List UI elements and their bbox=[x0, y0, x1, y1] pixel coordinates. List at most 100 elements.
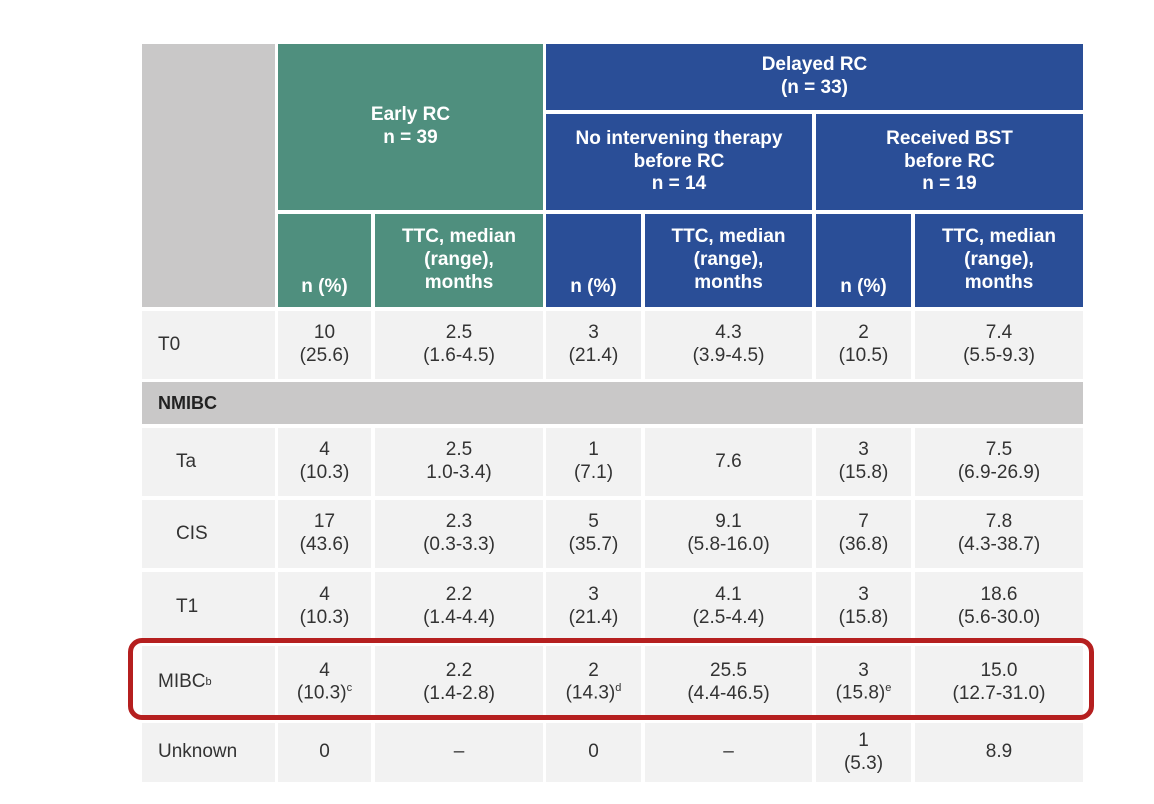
cell-value: 3 bbox=[588, 322, 599, 344]
table-cell: 3 (21.4) bbox=[546, 311, 641, 379]
cell-subvalue: (5.6-30.0) bbox=[958, 607, 1040, 630]
table-cell: 2.2 (1.4-2.8) bbox=[375, 646, 543, 719]
delayed-rc-n: (n = 33) bbox=[780, 77, 849, 98]
cell-subvalue: (43.6) bbox=[300, 534, 350, 557]
cell-subvalue-text: (1.6-4.5) bbox=[423, 345, 495, 366]
cell-subvalue: (1.4-4.4) bbox=[423, 607, 495, 630]
row-label: Unknown bbox=[142, 723, 275, 782]
ttc-line2: (range), bbox=[424, 249, 494, 271]
cell-subvalue-text: (15.8) bbox=[838, 462, 889, 483]
early-rc-n: n = 39 bbox=[383, 127, 438, 148]
cell-subvalue-text: (1.4-4.4) bbox=[423, 607, 495, 628]
footnote-marker: b bbox=[205, 675, 212, 688]
table-cell: 15.0 (12.7-31.0) bbox=[915, 646, 1083, 719]
cell-value: – bbox=[453, 741, 465, 763]
cell-subvalue: 1.0-3.4) bbox=[426, 462, 491, 485]
cell-subvalue: (5.5-9.3) bbox=[963, 345, 1035, 368]
table-cell: 1 (7.1) bbox=[546, 428, 641, 496]
cell-subvalue-text: (5.5-9.3) bbox=[963, 345, 1035, 366]
cell-value: – bbox=[723, 741, 734, 763]
cell-subvalue: (10.3) bbox=[300, 607, 350, 630]
table-cell: – bbox=[375, 723, 543, 782]
cell-value: 5 bbox=[588, 511, 599, 533]
footnote-marker: c bbox=[346, 682, 353, 695]
cell-subvalue-text: (10.3) bbox=[296, 682, 347, 704]
cell-subvalue-text: (1.4-2.8) bbox=[423, 682, 495, 704]
cell-subvalue-text: (5.8-16.0) bbox=[687, 534, 770, 555]
table-cell: 7 (36.8) bbox=[816, 500, 911, 568]
table-cell: 25.5 (4.4-46.5) bbox=[645, 646, 812, 719]
table-cell: 17 (43.6) bbox=[278, 500, 371, 568]
table-cell: 10 (25.6) bbox=[278, 311, 371, 379]
cell-value: 4.1 bbox=[715, 584, 742, 606]
ttc-line2: (range), bbox=[693, 249, 764, 271]
cell-subvalue-text: (4.3-38.7) bbox=[957, 534, 1041, 555]
table-cell: 0 bbox=[278, 723, 371, 782]
table-cell: 18.6 (5.6-30.0) bbox=[915, 572, 1083, 642]
cell-value: 0 bbox=[588, 741, 599, 763]
cell-value: 4.3 bbox=[715, 322, 742, 344]
cell-subvalue-text: (10.5) bbox=[838, 345, 889, 366]
noint-n-subheader: n (%) bbox=[546, 214, 641, 307]
table-cell: 2.5 1.0-3.4) bbox=[375, 428, 543, 496]
cell-subvalue-text: (5.6-30.0) bbox=[957, 607, 1041, 628]
cell-value: 8.9 bbox=[985, 741, 1013, 763]
early-rc-header: Early RC n = 39 bbox=[278, 44, 543, 210]
row-label: CIS bbox=[142, 500, 275, 568]
table-cell: 7.5 (6.9-26.9) bbox=[915, 428, 1083, 496]
row-label: MIBC b bbox=[142, 646, 275, 719]
table-cell: 2.3 (0.3-3.3) bbox=[375, 500, 543, 568]
cell-value: 4 bbox=[319, 439, 330, 461]
received-bst-line2: before RC bbox=[904, 150, 995, 172]
cell-value: 18.6 bbox=[980, 584, 1018, 606]
delayed-rc-header: Delayed RC (n = 33) bbox=[546, 44, 1083, 110]
cell-value: 3 bbox=[858, 439, 869, 461]
subheader-n-label: n (%) bbox=[301, 276, 348, 298]
received-bst-header: Received BST before RC n = 19 bbox=[816, 114, 1083, 210]
cell-value: 10 bbox=[313, 322, 336, 344]
subheader-n-label: n (%) bbox=[570, 276, 617, 298]
received-bst-n: n = 19 bbox=[922, 173, 977, 195]
cell-subvalue: (3.9-4.5) bbox=[693, 345, 765, 368]
cell-value: 4 bbox=[319, 659, 330, 681]
table-cell: 4.3 (3.9-4.5) bbox=[645, 311, 812, 379]
cell-value: 17 bbox=[313, 511, 336, 533]
cell-subvalue: (12.7-31.0) bbox=[953, 683, 1046, 706]
table-cell: 4 (10.3) bbox=[278, 428, 371, 496]
noint-ttc-subheader: TTC, median (range), months bbox=[645, 214, 812, 307]
early-ttc-subheader: TTC, median (range), months bbox=[375, 214, 543, 307]
cell-value: 15.0 bbox=[980, 659, 1018, 681]
cell-subvalue: (15.8) bbox=[839, 462, 889, 485]
cell-subvalue: (21.4) bbox=[569, 607, 619, 630]
row-label-text: CIS bbox=[176, 522, 208, 544]
cell-subvalue-text: (15.8) bbox=[835, 682, 886, 704]
cell-value: 2.3 bbox=[445, 511, 473, 533]
table-cell: 7.6 bbox=[645, 428, 812, 496]
cell-subvalue-text: (10.3) bbox=[299, 462, 350, 483]
cell-subvalue-text: (2.5-4.4) bbox=[692, 607, 765, 628]
table-cell: 2 (10.5) bbox=[816, 311, 911, 379]
table-cell: 5 (35.7) bbox=[546, 500, 641, 568]
cell-subvalue-text: (43.6) bbox=[299, 534, 350, 555]
subheader-n-label: n (%) bbox=[840, 276, 887, 298]
no-intervening-line2: before RC bbox=[633, 150, 725, 172]
row-label: T0 bbox=[142, 311, 275, 379]
cell-value: 1 bbox=[588, 439, 599, 461]
table-cell: 3 (15.8) bbox=[816, 428, 911, 496]
cell-subvalue-text: (15.8) bbox=[838, 607, 889, 628]
bst-ttc-subheader: TTC, median (range), months bbox=[915, 214, 1083, 307]
cell-subvalue: (4.4-46.5) bbox=[687, 683, 769, 706]
cell-subvalue-text: (21.4) bbox=[568, 607, 619, 628]
cell-subvalue: (1.4-2.8) bbox=[423, 683, 495, 706]
row-label-text: Ta bbox=[176, 450, 197, 472]
delayed-rc-title: Delayed RC bbox=[761, 54, 868, 76]
cell-value: 7.5 bbox=[985, 439, 1013, 461]
table-cell: 4.1 (2.5-4.4) bbox=[645, 572, 812, 642]
ttc-line3: months bbox=[694, 271, 763, 293]
table-cell: – bbox=[645, 723, 812, 782]
early-rc-title: Early RC bbox=[370, 104, 451, 126]
nmibc-section-band: NMIBC bbox=[142, 382, 1083, 424]
cell-value: 9.1 bbox=[715, 511, 742, 533]
footnote-marker: e bbox=[885, 682, 892, 695]
cell-subvalue: (36.8) bbox=[839, 534, 889, 557]
